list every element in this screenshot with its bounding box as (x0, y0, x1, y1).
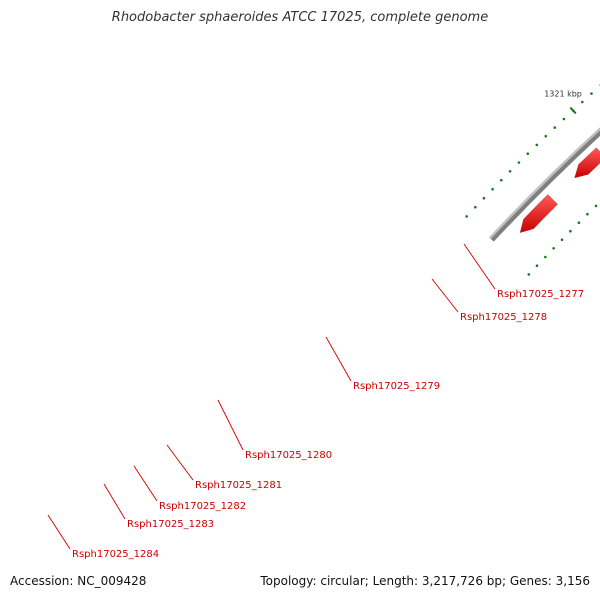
accession-text: Accession: NC_009428 (10, 574, 147, 588)
gene-label-leader (103, 483, 126, 520)
gene-label: Rsph17025_1284 (72, 549, 159, 560)
gene-label-leader (217, 399, 244, 451)
outer-ruler-dot (482, 196, 486, 200)
inner-ruler-dot (535, 264, 539, 268)
outer-ruler-dot (508, 170, 512, 173)
gene-forward-red (519, 193, 559, 234)
gene-label: Rsph17025_1277 (497, 289, 584, 300)
gene-label-leader (463, 243, 496, 290)
inner-ruler-dot (527, 273, 531, 276)
outer-ruler-dot (581, 100, 584, 104)
ruler-kbp-label: 1321 kbp (544, 90, 582, 99)
gene-label: Rsph17025_1281 (195, 480, 282, 491)
inner-ruler-dot (577, 221, 581, 224)
outer-ruler-dot (465, 215, 469, 218)
outer-ruler-dot (553, 126, 557, 129)
outer-ruler-dot (517, 161, 521, 164)
outer-ruler-dot (590, 92, 593, 95)
inner-ruler-dot (552, 247, 555, 250)
inner-ruler-dot (544, 255, 547, 259)
outer-ruler-dot (474, 205, 477, 209)
gene-label: Rsph17025_1278 (460, 312, 547, 323)
map-title: Rhodobacter sphaeroides ATCC 17025, comp… (111, 10, 489, 25)
inner-ruler-dot (569, 229, 572, 233)
outer-ruler-dot (562, 117, 566, 121)
gene-label: Rsph17025_1283 (127, 519, 214, 530)
gene-label-leader (166, 444, 194, 481)
outer-ruler-dot (500, 178, 503, 182)
outer-ruler-dot (535, 143, 539, 147)
gene-label-leader (133, 465, 158, 502)
gene-label-leader (431, 278, 459, 313)
inner-ruler-dot (560, 238, 564, 241)
inner-ruler-dot (594, 204, 598, 208)
gene-label: Rsph17025_1279 (353, 381, 440, 392)
gene-label: Rsph17025_1280 (245, 450, 332, 461)
gene-label: Rsph17025_1282 (159, 501, 246, 512)
inner-ruler-dot (586, 212, 589, 216)
genome-summary-text: Topology: circular; Length: 3,217,726 bp… (260, 574, 590, 588)
outer-ruler-dot (526, 152, 530, 155)
genome-backbone (490, 130, 600, 242)
gene-label-leader (47, 514, 71, 550)
outer-ruler-dot (544, 134, 548, 138)
outer-ruler-dot (491, 187, 494, 191)
ruler-major-tick (569, 106, 577, 115)
gene-label-leader (325, 336, 352, 382)
gene-forward-red (574, 147, 600, 179)
